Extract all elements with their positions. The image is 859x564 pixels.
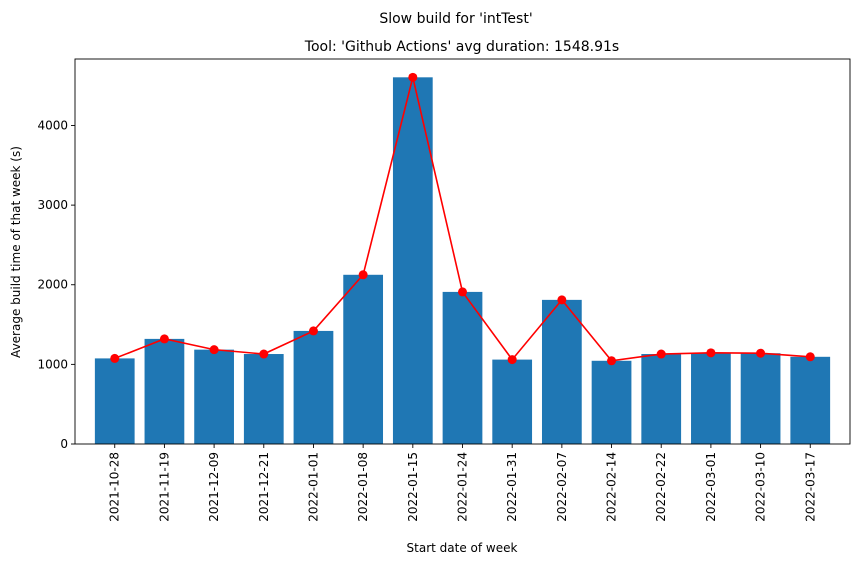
point-2021-12-09 <box>209 345 219 355</box>
x-tick-label-2022-02-07: 2022-02-07 <box>555 452 569 522</box>
y-axis-label: Average build time of that week (s) <box>9 146 23 358</box>
point-2022-01-31 <box>507 355 517 365</box>
bar-2021-10-28 <box>94 358 135 444</box>
bar-2022-03-01 <box>691 352 731 444</box>
bar-2022-01-15 <box>392 77 433 444</box>
y-tick-label-2000: 2000 <box>37 278 68 292</box>
point-2022-02-22 <box>656 349 666 359</box>
plot-area: 0 1000 2000 3000 4000 2021-10-28 2021-11-19 202… <box>37 58 851 522</box>
y-tick-label-1000: 1000 <box>37 357 68 371</box>
bar-2022-01-24 <box>442 291 483 444</box>
point-2022-03-10 <box>756 348 766 358</box>
point-2021-11-19 <box>159 334 169 344</box>
x-tick-label-2022-03-01: 2022-03-01 <box>704 452 718 522</box>
point-2022-01-01 <box>308 326 318 336</box>
point-2021-12-21 <box>259 349 269 359</box>
x-tick-label-2021-12-21: 2021-12-21 <box>257 452 271 522</box>
x-tick-label-2022-03-17: 2022-03-17 <box>803 452 817 522</box>
bar-2021-12-21 <box>243 354 284 444</box>
x-tick-label-2022-03-10: 2022-03-10 <box>754 452 768 522</box>
x-tick-label-2022-02-14: 2022-02-14 <box>605 452 619 522</box>
bar-2022-01-08 <box>343 274 384 444</box>
x-tick-label-2022-01-01: 2022-01-01 <box>306 452 320 522</box>
point-2022-01-15 <box>408 72 418 82</box>
chart-suptitle: Slow build for 'intTest' <box>379 11 532 27</box>
bar-2022-02-07 <box>541 299 582 444</box>
point-2022-03-01 <box>706 348 716 358</box>
point-2022-01-08 <box>358 270 368 280</box>
x-tick-label-2022-01-15: 2022-01-15 <box>406 452 420 522</box>
bar-2022-03-17 <box>790 356 831 444</box>
bar-2021-12-09 <box>194 349 234 444</box>
y-tick-label-0: 0 <box>60 437 68 451</box>
x-tick-label-2022-01-24: 2022-01-24 <box>456 452 470 522</box>
bar-2022-03-10 <box>740 353 781 444</box>
x-tick-label-2022-01-31: 2022-01-31 <box>505 452 519 522</box>
point-2021-10-28 <box>110 353 120 363</box>
bar-2022-01-01 <box>293 330 334 444</box>
x-axis-label: Start date of week <box>407 541 518 555</box>
bar-2022-02-22 <box>641 354 682 444</box>
point-2022-02-14 <box>607 356 617 366</box>
point-2022-01-24 <box>458 287 467 297</box>
bar-2022-01-31 <box>492 359 533 444</box>
y-tick-label-4000: 4000 <box>37 118 68 132</box>
chart-title: Tool: 'Github Actions' avg duration: 154… <box>304 39 619 55</box>
y-tick-label-3000: 3000 <box>37 198 68 212</box>
x-tick-label-2021-10-28: 2021-10-28 <box>108 452 122 522</box>
x-tick-label-2021-11-19: 2021-11-19 <box>157 452 171 522</box>
x-tick-label-2022-02-22: 2022-02-22 <box>654 452 668 522</box>
bar-2022-02-14 <box>591 360 632 444</box>
point-2022-03-17 <box>805 352 815 362</box>
x-tick-label-2022-01-08: 2022-01-08 <box>356 452 370 522</box>
point-2022-02-07 <box>557 295 567 305</box>
x-tick-label-2021-12-09: 2021-12-09 <box>207 452 221 522</box>
bar-2021-11-19 <box>144 338 185 444</box>
